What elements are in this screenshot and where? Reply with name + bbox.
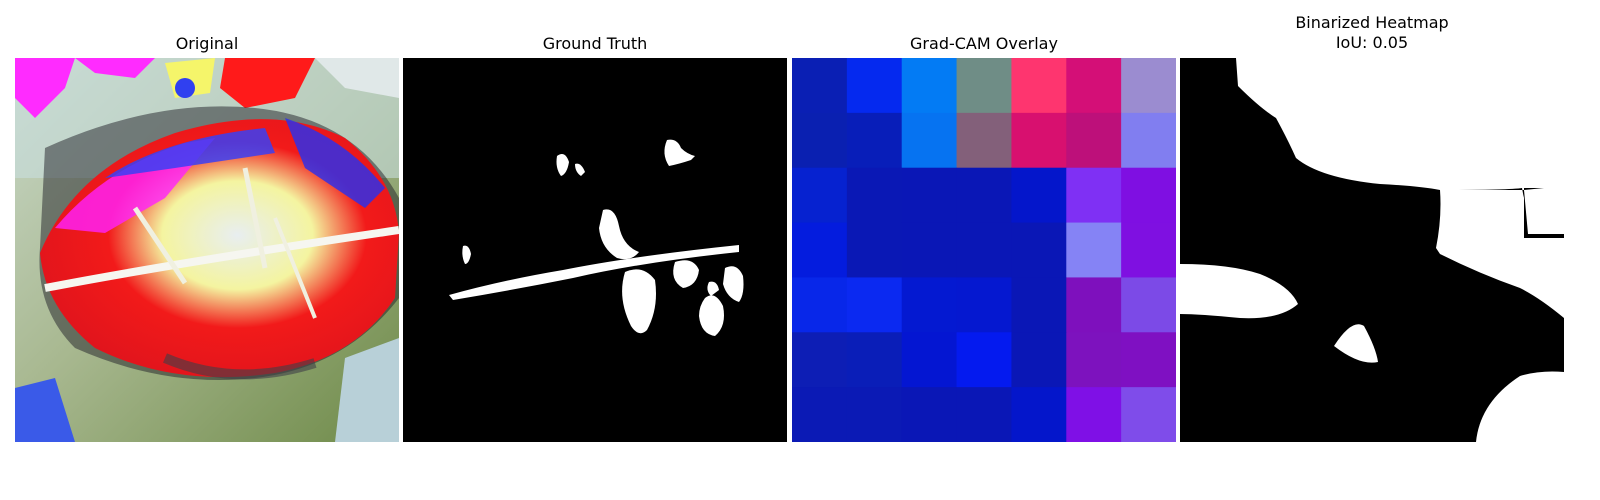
gradcam-cell <box>792 222 848 278</box>
ground-truth-title-text: Ground Truth <box>542 34 648 53</box>
original-title: Original <box>15 34 399 54</box>
gradcam-cell <box>1066 58 1122 114</box>
gradcam-cell <box>956 222 1012 278</box>
gradcam-cell <box>1066 112 1122 169</box>
gradcam-cell <box>1066 332 1122 388</box>
gradcam-cell <box>1121 167 1176 224</box>
gradcam-cell <box>956 387 1012 442</box>
gradcam-cell <box>846 222 903 278</box>
gradcam-cell <box>1011 387 1067 442</box>
gradcam-cell <box>1066 167 1122 224</box>
gradcam-cell <box>1011 167 1067 224</box>
gradcam-cell <box>792 167 848 224</box>
gradcam-cell <box>901 332 958 388</box>
gradcam-cell <box>792 112 848 169</box>
binarized-heatmap-graphic <box>1180 58 1564 442</box>
gradcam-cell <box>1011 222 1067 278</box>
gradcam-overlay-graphic <box>792 58 1176 442</box>
ground-truth-title: Ground Truth <box>403 34 787 54</box>
gradcam-cell <box>846 58 903 114</box>
gradcam-cell <box>1121 332 1176 388</box>
gradcam-cell <box>1011 277 1067 333</box>
gradcam-cell <box>901 58 958 114</box>
gradcam-cell <box>1066 387 1122 442</box>
gradcam-title-text: Grad-CAM Overlay <box>910 34 1058 53</box>
gradcam-cell <box>901 167 958 224</box>
iou-score: IoU: 0.05 <box>1335 33 1409 52</box>
gradcam-cell <box>901 387 958 442</box>
gradcam-cell <box>901 277 958 333</box>
gradcam-cell <box>956 332 1012 388</box>
binarized-title: Binarized Heatmap IoU: 0.05 <box>1180 13 1564 53</box>
gradcam-cell <box>792 387 848 442</box>
ground-truth-mask <box>403 58 787 442</box>
gradcam-overlay <box>792 58 1176 442</box>
gradcam-cell <box>1121 387 1176 442</box>
gradcam-cell <box>956 58 1012 114</box>
gradcam-cell <box>1121 277 1176 333</box>
binarized-heatmap <box>1180 58 1564 442</box>
gradcam-cell <box>956 167 1012 224</box>
ground-truth-mask-graphic <box>403 58 787 442</box>
gradcam-cell <box>1066 277 1122 333</box>
gradcam-cell <box>846 387 903 442</box>
gradcam-cell <box>846 112 903 169</box>
gradcam-cell <box>846 167 903 224</box>
gradcam-cell <box>956 277 1012 333</box>
gradcam-cell <box>956 112 1012 169</box>
gradcam-cell <box>901 112 958 169</box>
original-image-graphic <box>15 58 399 442</box>
original-image <box>15 58 399 442</box>
gradcam-cell <box>792 277 848 333</box>
gradcam-cell <box>901 222 958 278</box>
gradcam-cell <box>1011 58 1067 114</box>
gradcam-title: Grad-CAM Overlay <box>792 34 1176 54</box>
gradcam-cell <box>846 332 903 388</box>
gradcam-cell <box>1011 332 1067 388</box>
gradcam-cell <box>1121 222 1176 278</box>
binarized-title-text: Binarized Heatmap <box>1295 13 1449 32</box>
original-title-text: Original <box>175 34 239 53</box>
gradcam-cell <box>792 332 848 388</box>
gradcam-cell <box>1121 112 1176 169</box>
gradcam-cell <box>1121 58 1176 114</box>
gradcam-cell <box>846 277 903 333</box>
gradcam-cell <box>1011 112 1067 169</box>
gradcam-cell <box>792 58 848 114</box>
gradcam-cell <box>1066 222 1122 278</box>
